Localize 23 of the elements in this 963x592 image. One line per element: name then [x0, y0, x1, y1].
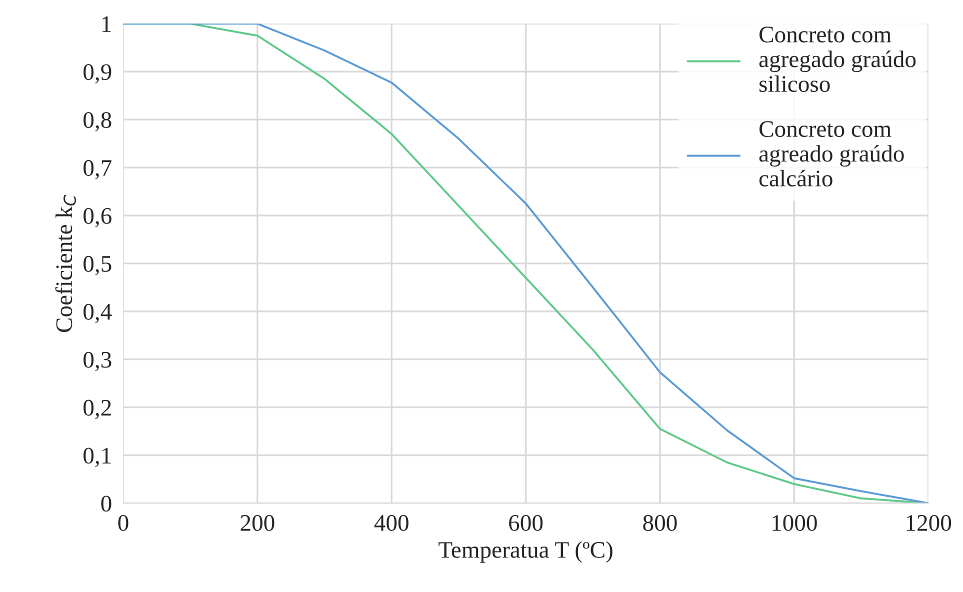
y-tick-label: 0,2 [84, 400, 111, 420]
y-tick-label: 0,4 [84, 304, 112, 324]
x-tick-label: 1200 [906, 514, 952, 531]
y-tick-label: 0,6 [84, 208, 112, 228]
y-tick-label: 0,9 [84, 64, 112, 84]
x-tick-label: 200 [240, 514, 274, 531]
y-tick-label: 0,8 [84, 112, 112, 132]
y-tick-label: 0 [101, 496, 112, 512]
x-tick-label: 0 [118, 514, 128, 531]
x-axis-title: Temperatua T (ºC) [438, 541, 612, 563]
y-tick-label: 0,3 [84, 352, 112, 372]
y-tick-label: 1 [102, 16, 111, 32]
x-tick-label: 600 [509, 514, 543, 531]
y-tick-label: 0,7 [84, 160, 112, 180]
legend-label: Concreto com agregado graúdo silicoso [759, 26, 916, 92]
legend-label: Concreto com agreado graúdo calcário [759, 121, 904, 187]
line-series [123, 24, 928, 504]
x-tick-label: 400 [374, 514, 408, 531]
y-tick-label: 0,1 [84, 448, 111, 468]
y-axis-title: Coeficiente k$_{C}$ [55, 194, 76, 332]
x-tick-label: 1000 [772, 514, 817, 531]
y-tick-label: 0,5 [84, 256, 112, 276]
x-tick-label: 800 [643, 514, 677, 531]
